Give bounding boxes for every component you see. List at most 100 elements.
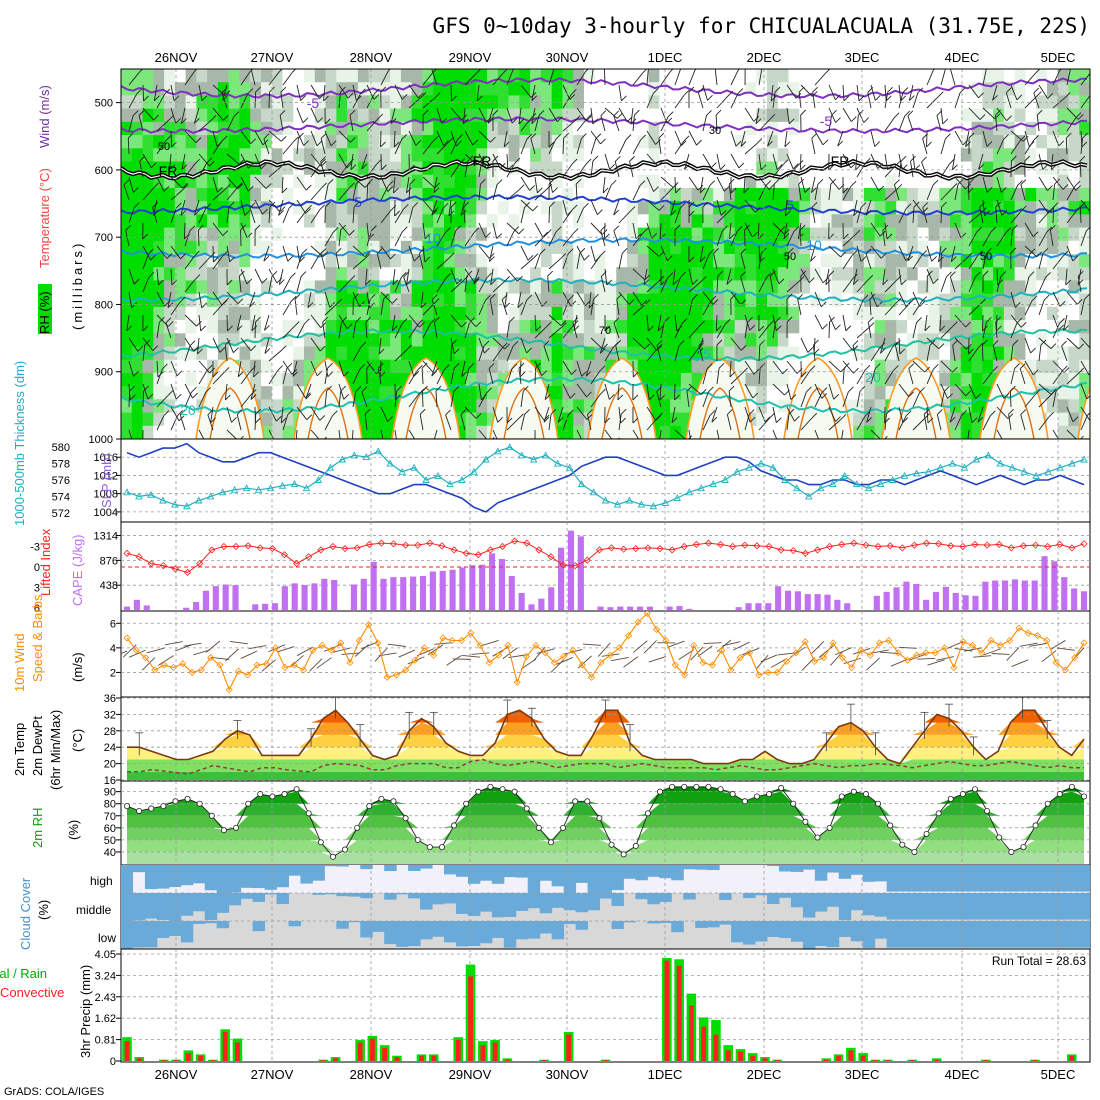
barb-shaft (379, 360, 382, 378)
wind-barb (674, 383, 680, 401)
wind-barb (576, 383, 592, 398)
barb-shaft (125, 230, 130, 247)
rh-cell (379, 82, 391, 97)
rh-cell (745, 135, 757, 149)
rh-cell (497, 254, 510, 268)
rh-cell (304, 69, 316, 83)
rh-cell (497, 280, 510, 295)
wind-barb (422, 318, 436, 339)
barb-shaft (534, 253, 541, 270)
barb-shaft (365, 268, 368, 285)
rh-cell (314, 306, 327, 321)
rh-cell (1025, 320, 1037, 334)
rh-cell (314, 240, 327, 255)
barb-flag (716, 325, 722, 332)
barb-shaft (380, 185, 389, 201)
rh-cell (1068, 95, 1080, 110)
rh-cell (971, 333, 983, 348)
barb-flag (581, 370, 587, 377)
barb-shaft (702, 368, 708, 385)
rh-cell (788, 359, 800, 374)
barb-shaft (492, 222, 498, 239)
barb-shaft (156, 245, 168, 259)
rh-cell (142, 399, 154, 414)
wind-barb (296, 248, 308, 270)
rh-cell (691, 346, 703, 361)
barb-shaft (324, 184, 329, 201)
barb-flag (616, 293, 623, 300)
rh-cell (777, 227, 790, 242)
rh-cell (368, 108, 380, 123)
wind-barb (562, 115, 581, 132)
wind-barb (352, 245, 371, 258)
wind-barb (268, 201, 276, 224)
rh-cell (1046, 399, 1059, 414)
barb-flag (159, 316, 165, 323)
rh-cell (906, 280, 919, 295)
rh-cell (131, 201, 144, 215)
rh-cell (702, 214, 714, 229)
barb-shaft (366, 299, 371, 316)
rh-cell (810, 333, 822, 348)
rh-cell (379, 267, 391, 282)
barb-shaft (170, 176, 183, 189)
rh-cell (1036, 346, 1048, 361)
barb-flag (538, 110, 545, 116)
barb-flag (715, 109, 722, 116)
rh-cell (928, 95, 940, 110)
rh-cell (917, 148, 930, 163)
rh-cell (368, 148, 380, 163)
rh-cell (260, 254, 273, 268)
barb-flag (224, 184, 231, 190)
rh-cell (1057, 240, 1070, 255)
barb-shaft (128, 429, 133, 439)
barb-shaft (198, 84, 203, 101)
wind-barb (268, 429, 282, 439)
wind-barb (170, 296, 186, 316)
rh-cell (680, 240, 693, 255)
rh-cell (508, 293, 520, 308)
freezing-level-inner (121, 160, 1088, 180)
rh-cell (260, 148, 273, 163)
rh-cell (379, 320, 391, 334)
rh-cell (142, 201, 154, 215)
barb-flag (278, 279, 285, 285)
barb-shaft (296, 130, 305, 146)
rh-cell (347, 227, 359, 242)
rh-cell (777, 425, 790, 439)
wind-barb (240, 389, 257, 408)
wind-barb (672, 268, 679, 286)
barb-shaft (544, 383, 550, 400)
barb-flag (531, 118, 538, 124)
barb-flag (784, 141, 791, 148)
wind-barb (534, 429, 536, 439)
rh-cell (444, 108, 456, 123)
wind-barb (181, 153, 188, 171)
rh-cell (788, 240, 800, 255)
barb-shaft (799, 229, 802, 247)
rh-cell (282, 425, 294, 439)
barb-flag (541, 301, 548, 307)
wind-barb (450, 158, 466, 178)
wind-barb (810, 245, 816, 262)
wind-barb (390, 107, 397, 124)
rh-cell (228, 69, 241, 83)
wind-barb (420, 291, 427, 309)
rh-cell (217, 82, 230, 97)
barb-flag (535, 362, 541, 369)
barb-flag (445, 273, 451, 279)
rh-cell (153, 267, 165, 282)
barb-shaft (518, 368, 522, 385)
rh-cell (982, 82, 994, 97)
wind-barb (380, 130, 386, 148)
rh-cell (885, 267, 897, 282)
rh-cell (928, 135, 940, 149)
wind-barb (226, 314, 233, 332)
barb-shaft (604, 107, 618, 119)
barb-flag (332, 410, 338, 417)
rh-cell (648, 399, 660, 414)
rh-cell (842, 214, 854, 229)
rh-cell (993, 227, 1005, 242)
rh-cell (939, 267, 951, 282)
rh-cell (756, 425, 768, 439)
